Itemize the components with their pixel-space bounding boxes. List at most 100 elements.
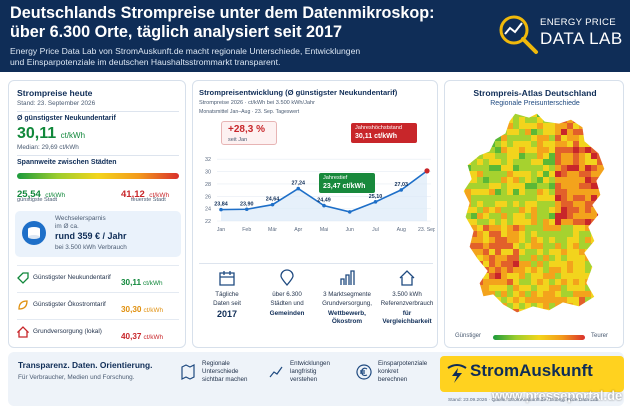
map-region-cell xyxy=(603,267,605,274)
map-region-cell xyxy=(531,153,538,160)
map-region-cell xyxy=(537,195,544,202)
map-region-cell xyxy=(591,315,597,317)
map-region-cell xyxy=(609,303,611,309)
map-region-cell xyxy=(495,201,502,208)
map-region-cell xyxy=(495,117,502,124)
map-region-cell xyxy=(465,255,472,262)
map-region-cell xyxy=(477,225,484,232)
map-region-cell xyxy=(573,225,580,232)
map-region-cell xyxy=(471,279,478,286)
tag-icon xyxy=(17,272,29,284)
page-subtitle: Energy Price Data Lab von StromAuskunft.… xyxy=(10,46,480,68)
map-region-cell xyxy=(525,213,532,220)
change-value: +28,3 % xyxy=(228,124,265,135)
map-region-cell xyxy=(501,285,508,292)
map-region-cell xyxy=(609,171,611,177)
map-region-cell xyxy=(585,183,592,190)
map-region-cell xyxy=(513,117,520,124)
map-region-cell xyxy=(483,113,490,118)
tariff-label: Günstigster Ökostromtarif xyxy=(33,301,106,308)
tariff-label: Grundversorgung (lokal) xyxy=(33,328,102,335)
map-region-cell xyxy=(519,123,526,130)
map-region-cell xyxy=(573,113,580,118)
map-region-cell xyxy=(477,147,484,154)
map-region-cell xyxy=(525,147,532,154)
map-region-cell xyxy=(465,153,472,160)
map-region-cell xyxy=(573,153,580,160)
divider xyxy=(17,111,179,112)
map-region-cell xyxy=(537,201,544,208)
min-label: günstigste Stadt xyxy=(17,197,58,203)
map-region-cell xyxy=(573,213,580,220)
map-region-cell xyxy=(507,279,514,286)
map-region-cell xyxy=(561,141,568,148)
map-region-cell xyxy=(537,165,544,172)
atlas-title: Strompreis-Atlas Deutschland xyxy=(473,88,597,98)
map-region-cell xyxy=(471,135,478,142)
map-region-cell xyxy=(471,303,478,310)
map-region-cell xyxy=(465,123,472,130)
map-region-cell xyxy=(465,117,472,124)
map-region-cell xyxy=(585,261,592,268)
tariff-row: Günstigster Ökostromtarif 30,30 ct/kWh xyxy=(17,292,179,314)
map-region-cell xyxy=(463,279,466,286)
map-region-cell xyxy=(567,129,574,136)
data-label: 23,84 xyxy=(214,202,228,208)
map-region-cell xyxy=(463,267,466,274)
brand-logo[interactable] xyxy=(440,356,624,392)
map-region-cell xyxy=(501,225,508,232)
map-region-cell xyxy=(585,219,592,226)
map-region-cell xyxy=(537,297,544,304)
map-region-cell xyxy=(567,231,574,238)
trend-line-chart: 22 24 26 28 30 32 23,84 Jan 23,90 Feb 24,64 Mär 27,2… xyxy=(205,157,435,233)
map-region-cell xyxy=(579,231,586,238)
map-region-cell xyxy=(507,153,514,160)
map-region-cell xyxy=(489,237,496,244)
map-region-cell xyxy=(513,231,520,238)
map-region-cell xyxy=(525,285,532,292)
map-region-cell xyxy=(507,141,514,148)
map-region-cell xyxy=(549,183,556,190)
data-point xyxy=(296,186,301,191)
map-region-cell xyxy=(561,237,568,244)
min-price: 25,54 ct/kWh xyxy=(17,184,65,202)
map-region-cell xyxy=(471,129,478,136)
map-region-cell xyxy=(549,243,556,250)
map-region-cell xyxy=(519,213,526,220)
map-region-cell xyxy=(519,255,526,262)
map-region-cell xyxy=(549,113,556,118)
map-region-cell xyxy=(489,165,496,172)
map-region-cell xyxy=(489,117,496,124)
map-region-cell xyxy=(501,141,508,148)
y-tick-label: 26 xyxy=(205,194,211,200)
feature-line-2: Referenzverbrauch xyxy=(380,300,434,307)
map-region-cell xyxy=(567,201,574,208)
map-region-cell xyxy=(567,153,574,160)
map-region-cell xyxy=(549,165,556,172)
prices-today-card: Strompreise heute Stand: 23. September 2… xyxy=(8,80,186,348)
map-region-cell xyxy=(519,225,526,232)
map-region-cell xyxy=(489,113,496,118)
map-region-cell xyxy=(555,297,562,304)
map-region-cell xyxy=(543,201,550,208)
map-region-cell xyxy=(489,195,496,202)
price-range-bar xyxy=(17,173,179,179)
map-region-cell xyxy=(597,291,604,298)
map-region-cell xyxy=(591,255,598,262)
map-region-cell xyxy=(483,171,490,178)
data-point xyxy=(270,202,275,207)
map-region-cell xyxy=(531,195,538,202)
map-region-cell xyxy=(465,315,471,317)
map-region-cell xyxy=(489,201,496,208)
map-region-cell xyxy=(555,153,562,160)
tariff-row: Günstigster Neukundentarif 30,11 ct/kWh xyxy=(17,265,179,287)
map-region-cell xyxy=(507,255,514,262)
map-region-cell xyxy=(585,129,592,136)
subtitle-line-1: Energy Price Data Lab von StromAuskunft.… xyxy=(10,46,361,56)
data-label: 24,49 xyxy=(317,198,331,204)
x-tick-label: 23. Sep xyxy=(418,227,435,233)
map-region-cell xyxy=(525,177,532,184)
map-region-cell xyxy=(609,111,611,117)
tag-high-value: 30,11 ct/kWh xyxy=(355,133,398,140)
map-region-cell xyxy=(489,267,496,274)
